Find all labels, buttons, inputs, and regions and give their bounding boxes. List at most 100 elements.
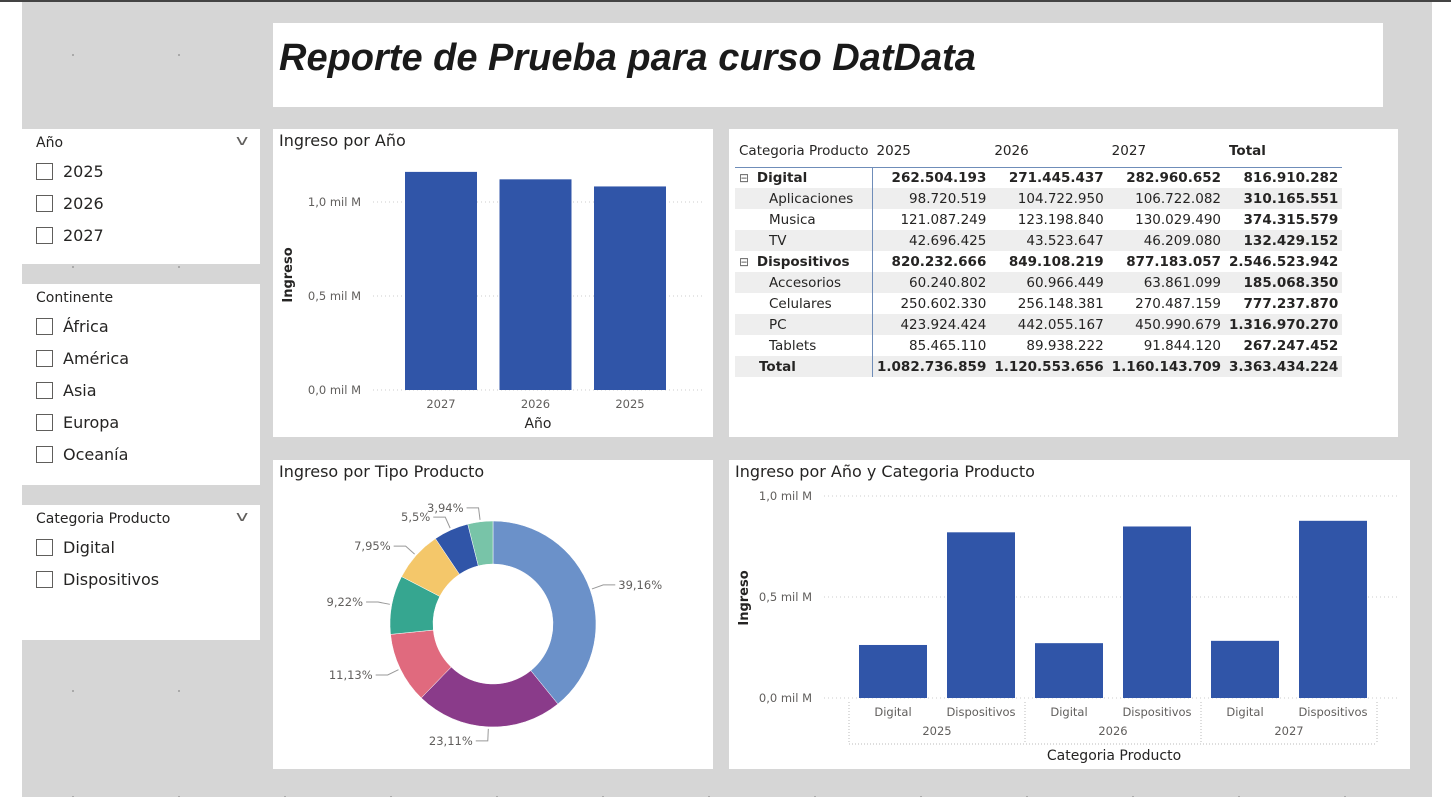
checkbox[interactable] — [36, 413, 53, 431]
bar — [1211, 640, 1279, 698]
bar — [1035, 643, 1103, 698]
table-row: TV 42.696.425 43.523.647 46.209.080 132.429.… — [735, 230, 1343, 251]
x-group-label: 2026 — [1098, 724, 1127, 738]
slicer-option[interactable]: 2025 — [36, 159, 104, 183]
x-axis-title: Categoria Producto — [1047, 748, 1181, 764]
slicer-option-label: África — [63, 316, 109, 336]
y-tick-label: 0,0 mil M — [308, 383, 361, 397]
data-label: 5,5% — [401, 510, 430, 524]
visual-title: Ingreso por Año — [279, 131, 406, 150]
slicer-option[interactable]: 2026 — [36, 191, 104, 215]
bar — [499, 179, 572, 390]
cell-value: 91.844.120 — [1143, 337, 1221, 354]
checkbox[interactable] — [36, 570, 53, 588]
bar — [405, 171, 477, 390]
matrix-table: Categoria Producto 2025 2026 2027 Total ⊟ Dig… — [735, 135, 1343, 377]
y-tick-label: 1,0 mil M — [308, 195, 361, 209]
table-row: Celulares 250.602.330 256.148.381 270.487.1… — [735, 293, 1342, 314]
x-tick-label: 2026 — [521, 397, 550, 411]
slicer-option-label: Europa — [63, 412, 120, 432]
leader-line — [466, 507, 481, 520]
slicer-option-label: 2025 — [63, 161, 104, 181]
x-tick-label: Dispositivos — [1298, 705, 1367, 719]
column-header[interactable]: 2025 — [876, 142, 911, 159]
slicer-product-category[interactable]: Categoria Producto v Digital Dispositivos — [22, 505, 260, 640]
row-header[interactable]: ⊟ Dispositivos — [735, 251, 874, 272]
slicer-option[interactable]: Oceanía — [36, 442, 128, 466]
row-label: PC — [769, 316, 787, 333]
chevron-down-icon[interactable]: v — [235, 133, 249, 149]
cell-value: 820.232.666 — [891, 253, 987, 270]
x-tick-label: Dispositivos — [1122, 705, 1191, 719]
cell-value: 423.924.424 — [872, 314, 991, 335]
slicer-option[interactable]: África — [36, 314, 109, 338]
y-axis-title: Ingreso — [737, 570, 752, 625]
cell-value: 374.315.579 — [1243, 211, 1339, 228]
leader-line — [475, 728, 489, 742]
cell-value: 1.082.736.859 — [872, 356, 991, 377]
slicer-option-label: América — [63, 348, 129, 368]
data-label: 23,11% — [429, 734, 473, 748]
row-label: Tablets — [769, 337, 817, 354]
chart-income-by-year-category[interactable]: Ingreso por Año y Categoria Producto 0,0… — [729, 460, 1410, 769]
cell-value: 3.363.434.224 — [1225, 356, 1343, 377]
x-tick-label: Dispositivos — [946, 705, 1015, 719]
row-header[interactable]: ⊟ Digital — [735, 166, 874, 188]
cell-value: 271.445.437 — [990, 166, 1108, 188]
column-header[interactable]: 2026 — [994, 142, 1029, 159]
cell-value: 256.148.381 — [1017, 295, 1104, 312]
checkbox[interactable] — [36, 349, 53, 367]
leader-line — [366, 601, 390, 605]
row-header: Musica — [735, 209, 874, 230]
slicer-continent[interactable]: Continente África América Asia Europa Oceanía — [22, 284, 260, 485]
table-row: Total 1.082.736.859 1.120.553.656 1.160.143… — [735, 356, 1343, 377]
cell-value: 106.722.082 — [1107, 188, 1225, 209]
x-tick-label: Digital — [874, 705, 911, 719]
y-tick-label: 1,0 mil M — [759, 489, 812, 503]
cell-value: 60.240.802 — [872, 272, 991, 293]
cell-value: 877.183.057 — [1126, 253, 1221, 270]
row-label: Musica — [769, 211, 816, 228]
cell-value: 185.068.350 — [1225, 272, 1343, 293]
slicer-option[interactable]: 2027 — [36, 223, 104, 247]
data-label: 39,16% — [618, 578, 662, 592]
slicer-option-label: 2027 — [63, 225, 104, 245]
column-header[interactable]: Categoria Producto — [739, 142, 869, 159]
cell-value: 1.120.553.656 — [990, 356, 1108, 377]
chart-income-by-year[interactable]: Ingreso por Año 0,0 mil M 0,5 mil M 1,0 mi… — [273, 129, 713, 437]
cell-value: 60.966.449 — [990, 272, 1108, 293]
checkbox[interactable] — [36, 538, 53, 556]
chart-income-by-product-type[interactable]: Ingreso por Tipo Producto 39,16% 23,11% 11… — [273, 460, 713, 769]
cell-value: 104.722.950 — [990, 188, 1108, 209]
checkbox[interactable] — [36, 226, 53, 244]
slicer-year[interactable]: Año v 2025 2026 2027 — [22, 129, 260, 264]
cell-value: 98.720.519 — [872, 188, 991, 209]
bar — [1299, 520, 1367, 698]
checkbox[interactable] — [36, 317, 53, 335]
checkbox[interactable] — [36, 445, 53, 463]
slicer-option-label: Digital — [63, 537, 115, 557]
checkbox[interactable] — [36, 381, 53, 399]
slicer-title: Categoria Producto — [36, 511, 171, 527]
minus-square-icon[interactable]: ⊟ — [739, 170, 753, 185]
checkbox[interactable] — [36, 194, 53, 212]
visual-title: Ingreso por Tipo Producto — [279, 462, 485, 481]
matrix-visual[interactable]: Categoria Producto 2025 2026 2027 Total ⊟ Dig… — [729, 129, 1398, 437]
minus-square-icon[interactable]: ⊟ — [739, 254, 753, 269]
cell-value: 816.910.282 — [1225, 166, 1343, 188]
cell-value: 130.029.490 — [1135, 211, 1221, 228]
slicer-option[interactable]: Europa — [36, 410, 119, 434]
chevron-down-icon[interactable]: v — [235, 509, 249, 525]
column-header[interactable]: Total — [1229, 142, 1266, 159]
slicer-option[interactable]: América — [36, 346, 129, 370]
cell-value: 267.247.452 — [1243, 337, 1339, 354]
column-header[interactable]: 2027 — [1111, 142, 1147, 159]
leader-line — [375, 669, 399, 676]
slicer-option[interactable]: Digital — [36, 535, 115, 559]
row-header: Aplicaciones — [735, 188, 874, 209]
slicer-option[interactable]: Dispositivos — [36, 567, 159, 591]
slicer-option[interactable]: Asia — [36, 378, 97, 402]
checkbox[interactable] — [36, 162, 53, 180]
table-row: ⊟ Dispositivos 820.232.666 849.108.219 877.… — [735, 251, 1342, 272]
row-label: Digital — [756, 169, 808, 186]
